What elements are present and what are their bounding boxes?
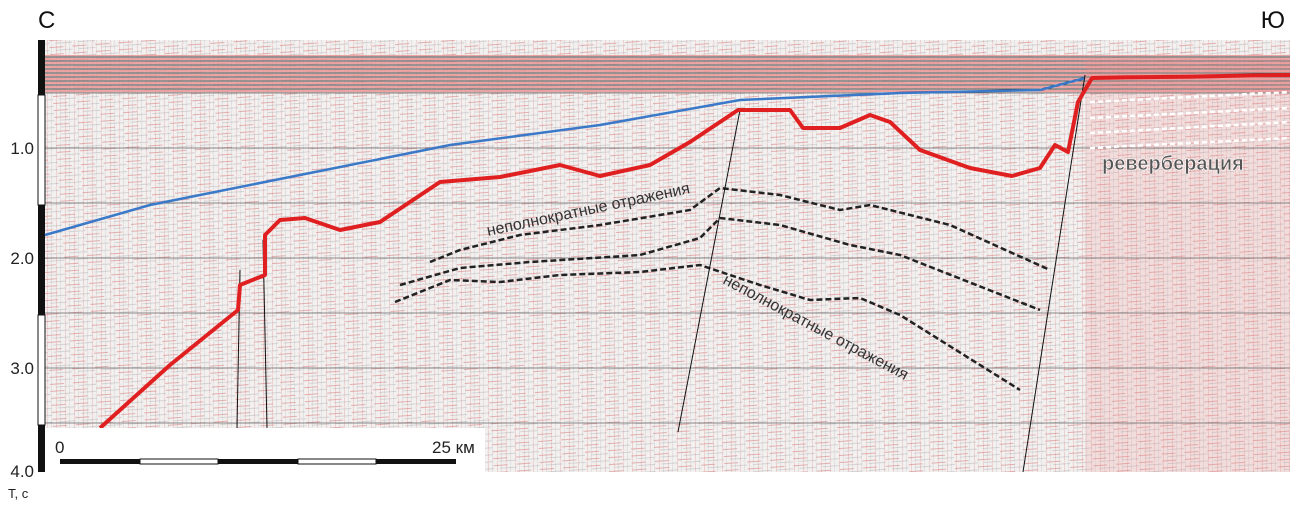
- reverberation-lines: [1089, 90, 1291, 150]
- axis-segment: [38, 205, 45, 315]
- scale-start: 0: [55, 438, 64, 457]
- reverberation-label: реверберация: [1102, 153, 1244, 175]
- right-zone: [1085, 60, 1290, 472]
- axis-segment: [37, 314, 46, 426]
- time-axis-bar: [37, 40, 46, 472]
- scale-box: [45, 428, 485, 472]
- scale-segment: [60, 459, 140, 464]
- direction-right: Ю: [1261, 7, 1285, 34]
- axis-label: T, c: [8, 486, 29, 501]
- multiple-lines: [394, 186, 1051, 392]
- scale-end: 25 км: [432, 438, 475, 457]
- scale-bar: 0 25 км: [45, 428, 485, 472]
- axis-segment: [37, 94, 46, 206]
- scale-segment: [218, 459, 298, 464]
- dashed-line: [394, 263, 1021, 392]
- blue-horizon: [44, 76, 1086, 237]
- section: [45, 40, 1290, 472]
- dashed-line: [399, 216, 1041, 312]
- axis-segment: [38, 40, 45, 95]
- dashed-line: [1089, 120, 1291, 135]
- dashed-line: [1089, 106, 1291, 120]
- dashed-line: [1089, 90, 1291, 104]
- tick-label: 2.0: [10, 249, 34, 268]
- fault: [1022, 74, 1086, 473]
- fault: [677, 109, 741, 433]
- tick-label: 4.0: [10, 462, 34, 481]
- dashed-line: [1089, 136, 1291, 150]
- scale-segment: [297, 458, 377, 465]
- dashed-line: [429, 186, 1051, 272]
- red-horizon: [98, 73, 1291, 430]
- tick-label: 3.0: [10, 359, 34, 378]
- tick-label: 1.0: [10, 139, 34, 158]
- direction-left: С: [38, 7, 55, 34]
- scale-segment: [139, 458, 219, 465]
- scale-segment: [376, 459, 456, 464]
- axis-segment: [38, 425, 45, 472]
- seafloor-band: [45, 55, 1290, 93]
